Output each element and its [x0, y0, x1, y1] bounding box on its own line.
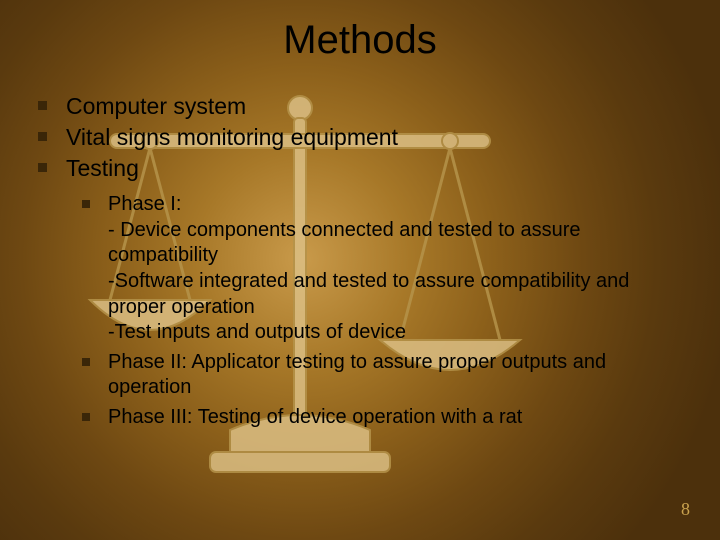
slide-title: Methods: [0, 18, 720, 63]
list-item-text: Vital signs monitoring equipment: [66, 124, 398, 150]
list-item: Testing: [38, 154, 690, 183]
square-bullet-icon: [38, 163, 47, 172]
list-item: Computer system: [38, 92, 690, 121]
sub-list: Phase I: - Device components connected a…: [82, 192, 690, 430]
list-item-text: Phase III: Testing of device operation w…: [108, 406, 522, 428]
list-item: Phase III: Testing of device operation w…: [82, 405, 690, 431]
list-item: Vital signs monitoring equipment: [38, 123, 690, 152]
list-item-line: -Test inputs and outputs of device: [108, 320, 690, 346]
square-bullet-icon: [38, 132, 47, 141]
slide: Methods Computer system Vital signs moni…: [0, 0, 720, 540]
square-bullet-icon: [82, 358, 90, 366]
list-item-text: Testing: [66, 155, 139, 181]
list-item-line: - Device components connected and tested…: [108, 218, 690, 269]
list-item: Phase II: Applicator testing to assure p…: [82, 350, 690, 401]
page-number: 8: [681, 499, 690, 520]
square-bullet-icon: [82, 413, 90, 421]
list-item-text: Phase II: Applicator testing to assure p…: [108, 351, 606, 399]
square-bullet-icon: [82, 200, 90, 208]
list-item-text: Computer system: [66, 93, 246, 119]
list-item: Phase I: - Device components connected a…: [82, 192, 690, 346]
list-item-text: Phase I:: [108, 193, 181, 215]
slide-body: Computer system Vital signs monitoring e…: [38, 92, 690, 435]
square-bullet-icon: [38, 101, 47, 110]
list-item-line: -Software integrated and tested to assur…: [108, 269, 690, 320]
